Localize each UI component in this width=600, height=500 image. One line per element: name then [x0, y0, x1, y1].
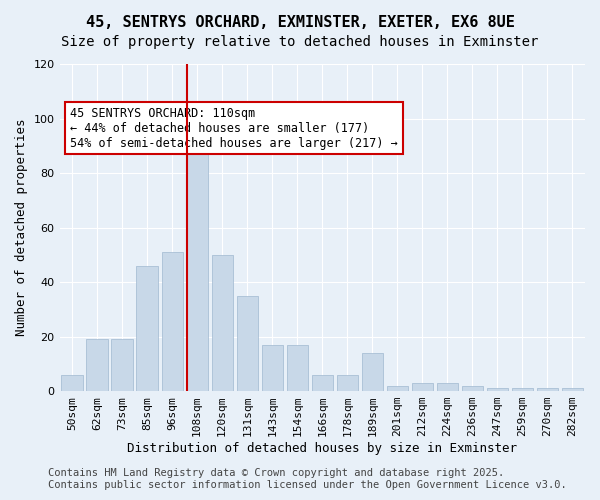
Bar — [537, 388, 558, 391]
Bar — [311, 374, 333, 391]
Bar — [337, 374, 358, 391]
Bar — [437, 383, 458, 391]
Bar — [161, 252, 183, 391]
Text: Size of property relative to detached houses in Exminster: Size of property relative to detached ho… — [61, 35, 539, 49]
Text: 45 SENTRYS ORCHARD: 110sqm
← 44% of detached houses are smaller (177)
54% of sem: 45 SENTRYS ORCHARD: 110sqm ← 44% of deta… — [70, 106, 398, 150]
Bar — [487, 388, 508, 391]
Bar — [562, 388, 583, 391]
Bar — [86, 340, 108, 391]
Bar — [512, 388, 533, 391]
Bar — [236, 296, 258, 391]
Bar — [61, 374, 83, 391]
Bar — [362, 353, 383, 391]
Bar — [112, 340, 133, 391]
Bar — [187, 146, 208, 391]
X-axis label: Distribution of detached houses by size in Exminster: Distribution of detached houses by size … — [127, 442, 517, 455]
Bar — [287, 344, 308, 391]
Bar — [412, 383, 433, 391]
Bar — [136, 266, 158, 391]
Text: 45, SENTRYS ORCHARD, EXMINSTER, EXETER, EX6 8UE: 45, SENTRYS ORCHARD, EXMINSTER, EXETER, … — [86, 15, 514, 30]
Text: Contains HM Land Registry data © Crown copyright and database right 2025.
Contai: Contains HM Land Registry data © Crown c… — [48, 468, 567, 490]
Bar — [462, 386, 483, 391]
Bar — [212, 255, 233, 391]
Bar — [262, 344, 283, 391]
Y-axis label: Number of detached properties: Number of detached properties — [15, 119, 28, 336]
Bar — [387, 386, 408, 391]
